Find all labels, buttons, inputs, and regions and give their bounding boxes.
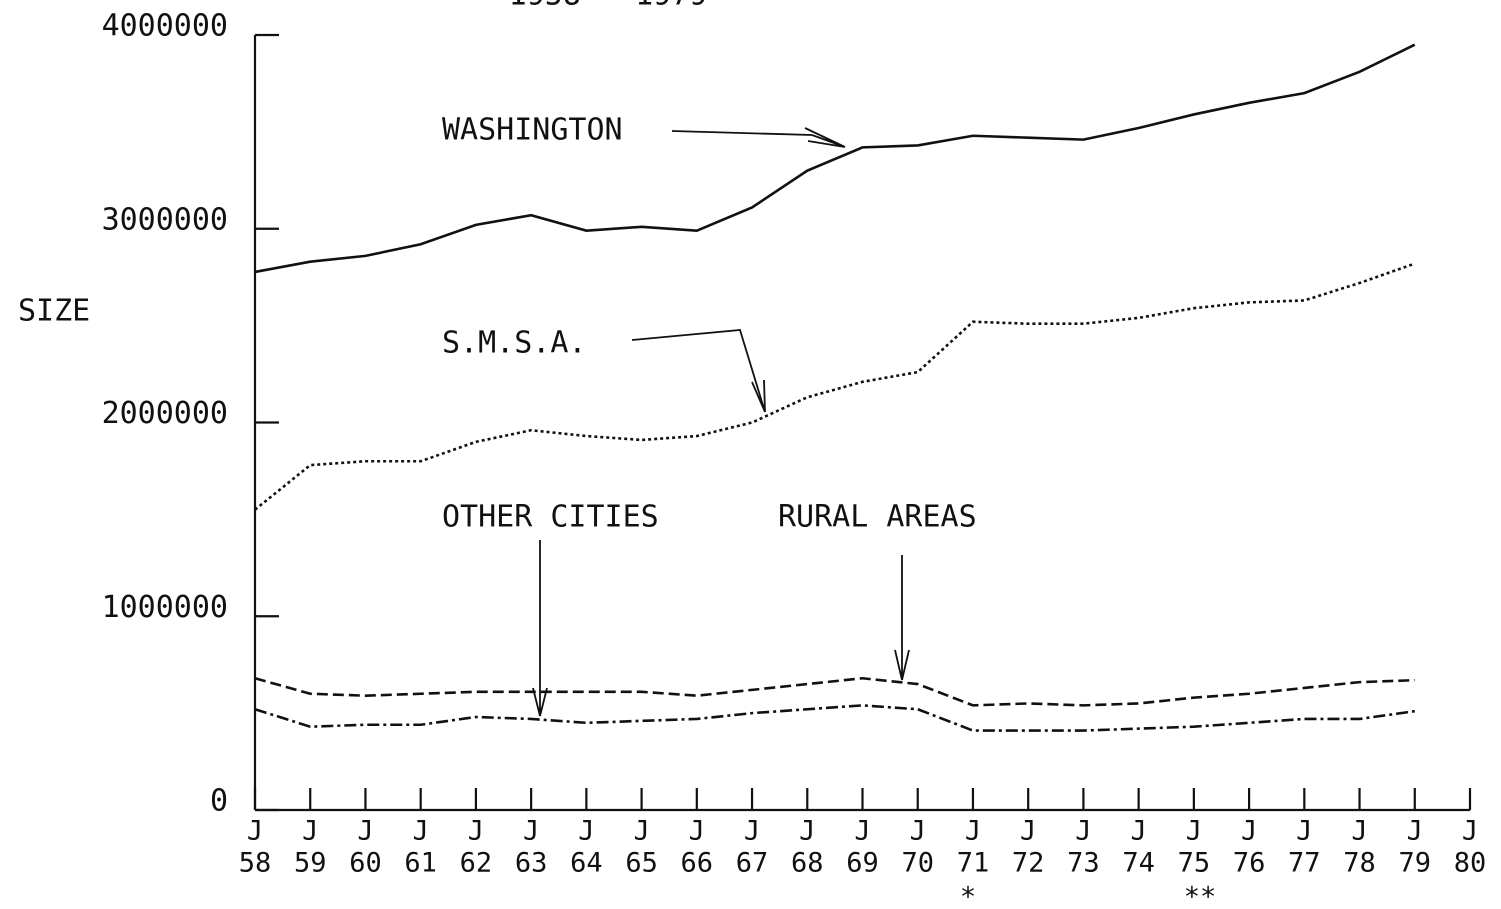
x-tick-label: 63 xyxy=(515,848,548,879)
x-tick-prefix: J xyxy=(523,816,539,847)
x-tick-prefix: J xyxy=(965,816,981,847)
y-tick-label: 4000000 xyxy=(102,9,228,44)
x-tick-label: 59 xyxy=(294,848,327,879)
x-tick-label: 66 xyxy=(681,848,714,879)
x-tick-prefix: J xyxy=(910,816,926,847)
x-tick-label: 60 xyxy=(349,848,382,879)
x-tick-label: 78 xyxy=(1343,848,1376,879)
x-tick-prefix: J xyxy=(578,816,594,847)
y-tick-label: 3000000 xyxy=(102,202,228,237)
x-tick-label: 79 xyxy=(1399,848,1432,879)
x-tick-label: 61 xyxy=(404,848,437,879)
y-tick-label: 2000000 xyxy=(102,396,228,431)
x-tick-prefix: J xyxy=(302,816,318,847)
x-tick-prefix: J xyxy=(1186,816,1202,847)
chart-title: 1958 - 1979 xyxy=(509,0,708,13)
annotation: S.M.S.A. xyxy=(442,326,587,361)
x-tick-prefix: J xyxy=(744,816,760,847)
x-tick-label: 71 xyxy=(957,848,990,879)
x-tick-label: 77 xyxy=(1288,848,1321,879)
x-tick-label: 69 xyxy=(846,848,879,879)
x-tick-label: 62 xyxy=(460,848,493,879)
x-tick-prefix: J xyxy=(799,816,815,847)
x-tick-label: 70 xyxy=(901,848,934,879)
y-axis-label: SIZE xyxy=(18,294,90,329)
data-line xyxy=(254,262,1416,511)
x-tick-prefix: J xyxy=(1407,816,1423,847)
x-tick-prefix: J xyxy=(1241,816,1257,847)
x-tick-prefix: J xyxy=(468,816,484,847)
x-tick-label: 76 xyxy=(1233,848,1266,879)
x-tick-prefix: J xyxy=(357,816,373,847)
x-tick-label: 68 xyxy=(791,848,824,879)
x-tick-label: 64 xyxy=(570,848,603,879)
x-tick-prefix: J xyxy=(1462,816,1478,847)
x-tick-label: 72 xyxy=(1012,848,1045,879)
footnote-mark: ** xyxy=(1184,882,1217,909)
data-line xyxy=(254,43,1416,274)
x-tick-label: 80 xyxy=(1454,848,1487,879)
x-tick-label: 67 xyxy=(736,848,769,879)
x-tick-prefix: J xyxy=(633,816,649,847)
x-tick-label: 74 xyxy=(1122,848,1155,879)
annotation: WASHINGTON xyxy=(442,113,623,148)
x-tick-label: 75 xyxy=(1178,848,1211,879)
data-line xyxy=(254,676,1415,707)
x-tick-label: 73 xyxy=(1067,848,1100,879)
x-tick-prefix: J xyxy=(1075,816,1091,847)
x-tick-prefix: J xyxy=(1131,816,1147,847)
x-tick-prefix: J xyxy=(689,816,705,847)
annotation: RURAL AREAS xyxy=(778,500,977,535)
x-tick-label: 58 xyxy=(239,848,272,879)
y-tick-label: 0 xyxy=(210,784,228,819)
x-tick-prefix: J xyxy=(413,816,429,847)
x-tick-prefix: J xyxy=(1020,816,1036,847)
arrow xyxy=(671,127,846,148)
arrow xyxy=(894,555,910,681)
footnote-mark: * xyxy=(960,882,976,909)
x-tick-prefix: J xyxy=(854,816,870,847)
x-tick-prefix: J xyxy=(247,816,263,847)
x-tick-prefix: J xyxy=(1296,816,1312,847)
arrow xyxy=(631,329,766,413)
annotation: OTHER CITIES xyxy=(442,500,659,535)
y-tick-label: 1000000 xyxy=(102,590,228,625)
arrow xyxy=(532,540,548,717)
x-tick-label: 65 xyxy=(625,848,658,879)
data-line xyxy=(254,704,1415,732)
x-tick-prefix: J xyxy=(1351,816,1367,847)
